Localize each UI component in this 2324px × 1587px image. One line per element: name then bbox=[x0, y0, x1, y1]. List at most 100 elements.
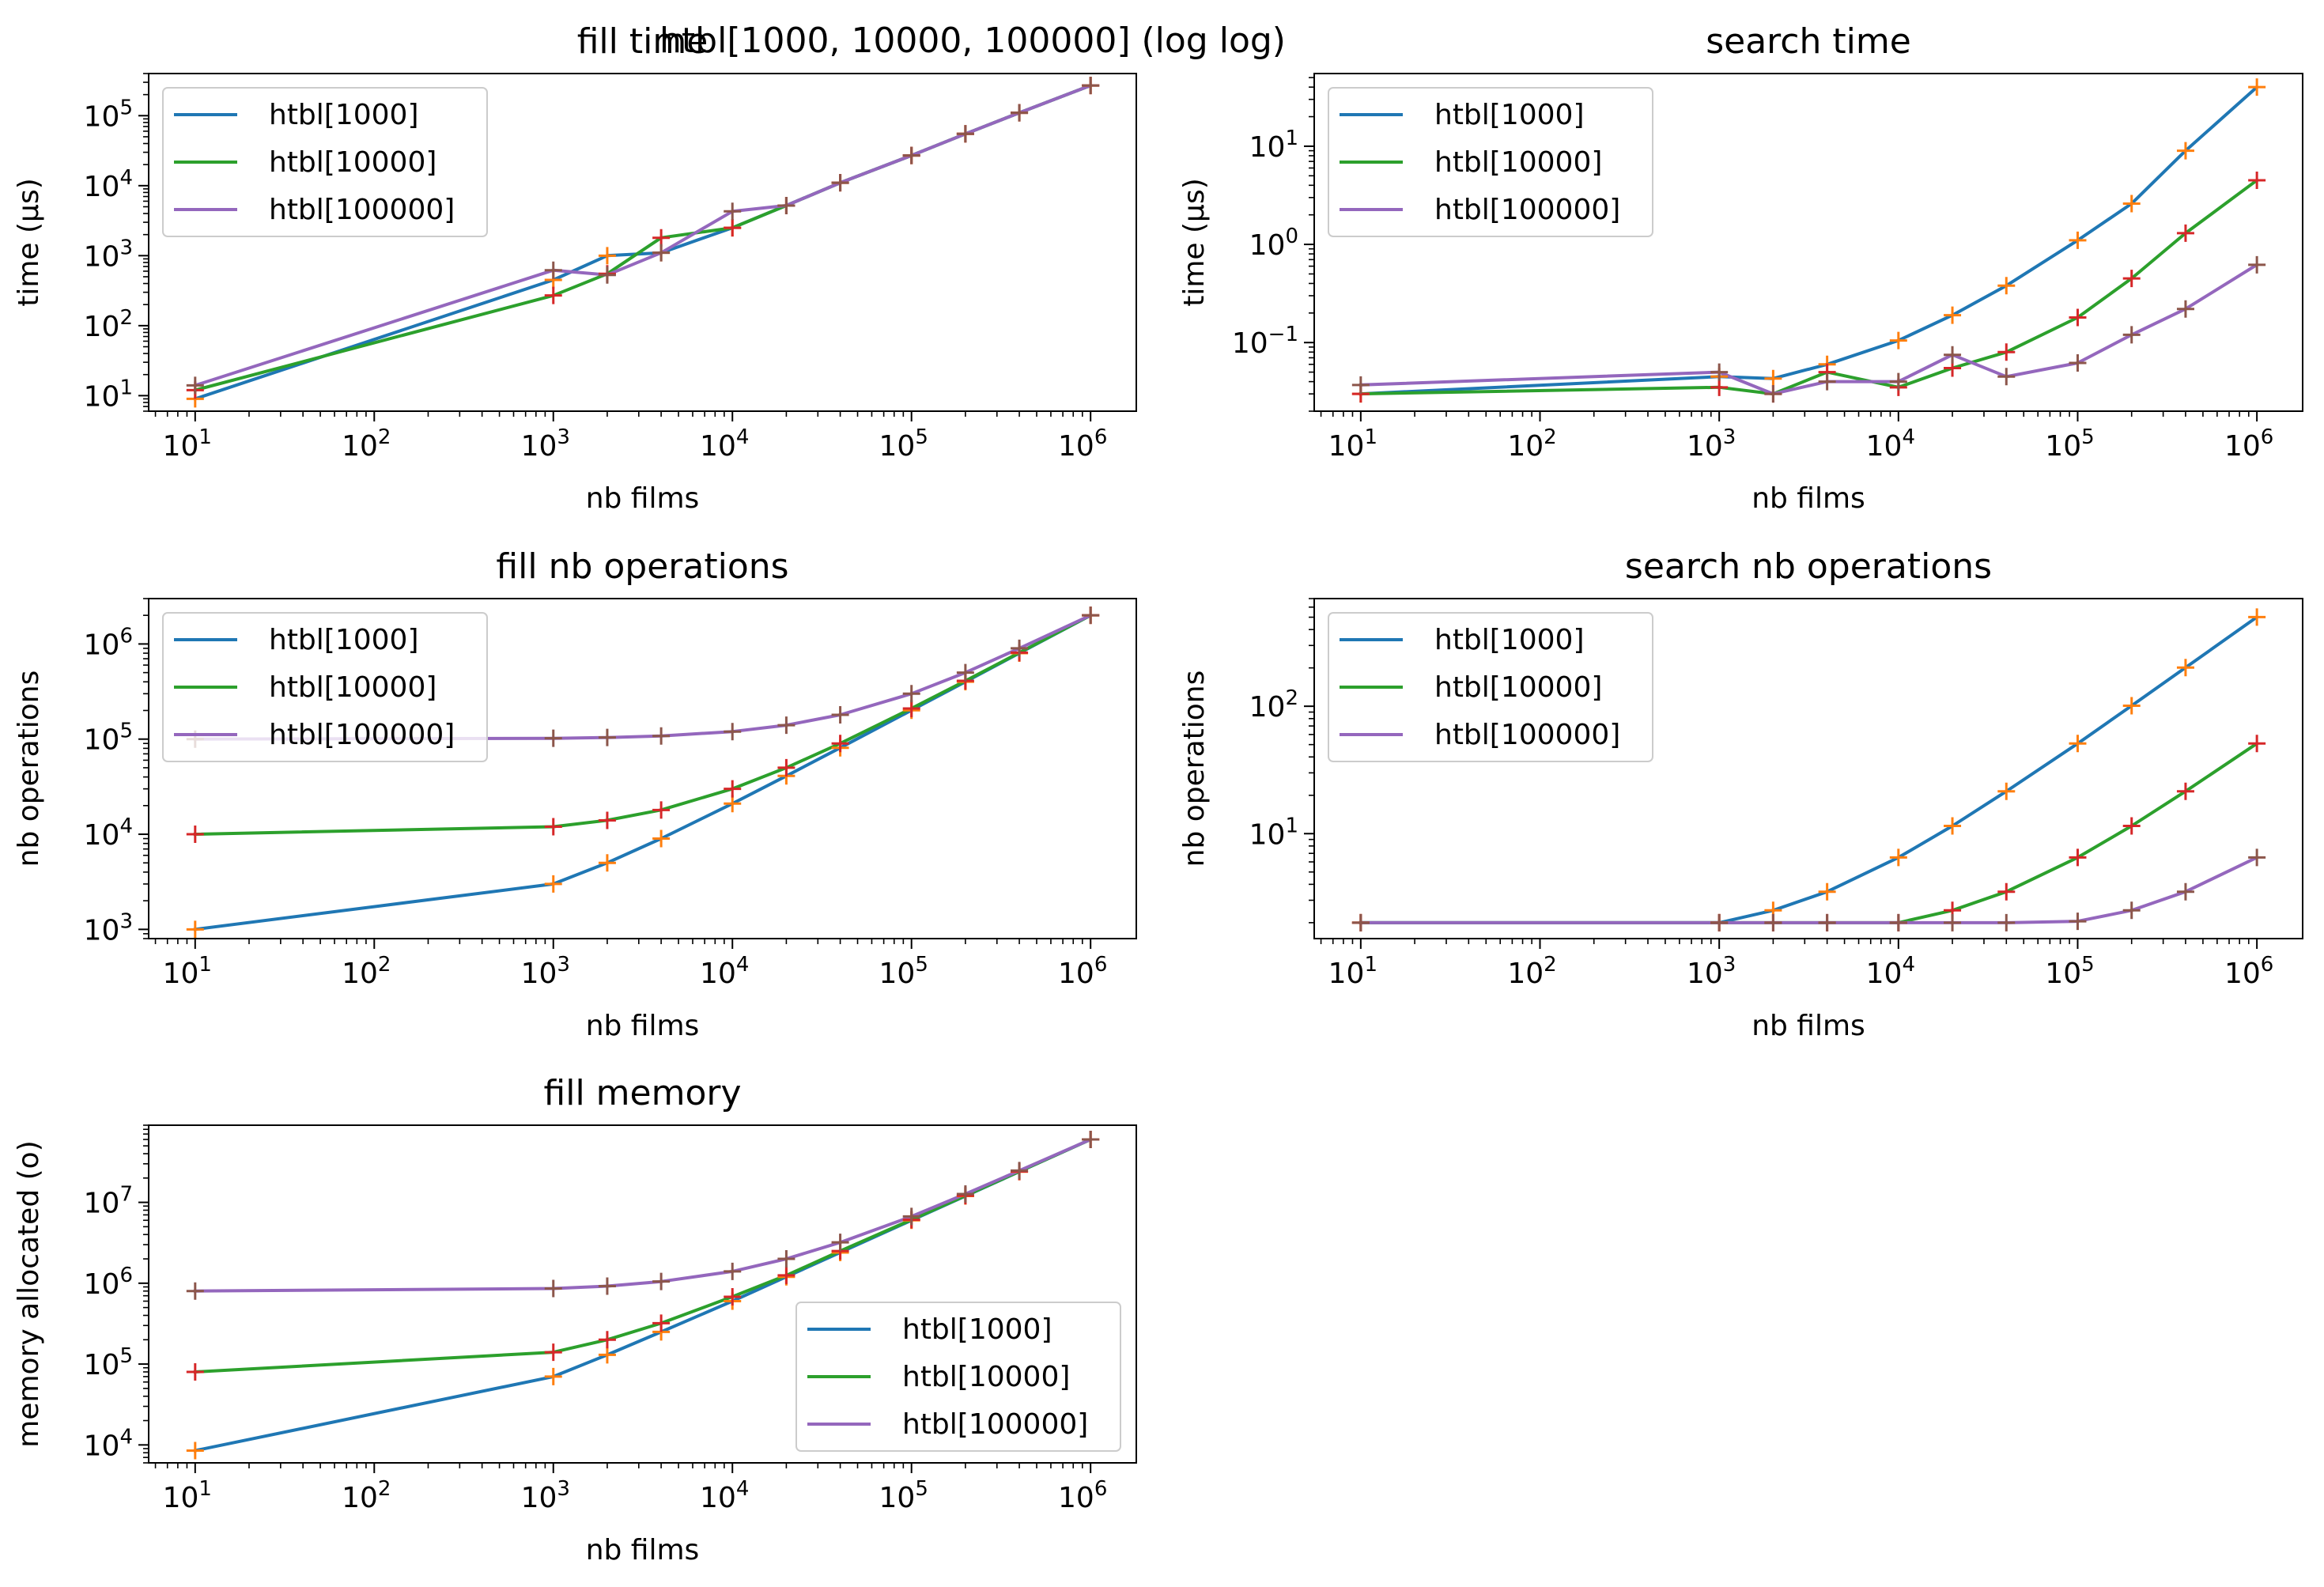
data-point-marker bbox=[1997, 913, 2016, 931]
subplot-3: fill nb operations nb films nb operations 1… bbox=[13, 546, 1137, 1042]
x-tick-label: 106 bbox=[1058, 1477, 1107, 1514]
x-tick-label: 106 bbox=[2224, 425, 2273, 463]
x-tick-label: 102 bbox=[342, 953, 391, 990]
data-point-marker bbox=[598, 1277, 616, 1295]
data-point-marker bbox=[598, 728, 616, 746]
data-point-marker bbox=[598, 1331, 616, 1349]
x-tick-label: 106 bbox=[2224, 953, 2273, 990]
axes-frame bbox=[148, 598, 1137, 939]
y-axis-label: time (µs) bbox=[1178, 178, 1211, 307]
data-point-marker bbox=[2069, 231, 2087, 249]
data-point-marker bbox=[544, 261, 562, 279]
data-point-marker bbox=[1351, 913, 1370, 931]
data-point-marker bbox=[544, 1279, 562, 1298]
x-tick-label: 102 bbox=[1507, 425, 1556, 463]
data-point-marker bbox=[544, 286, 562, 304]
data-point-marker bbox=[1818, 913, 1836, 931]
subplot-title: search time bbox=[1706, 21, 1911, 62]
x-tick-label: 103 bbox=[1687, 425, 1736, 463]
data-point-marker bbox=[956, 663, 974, 682]
x-tick-label: 102 bbox=[1507, 953, 1556, 990]
data-point-marker bbox=[831, 735, 849, 753]
x-tick-label: 103 bbox=[521, 425, 570, 463]
data-point-marker bbox=[777, 1250, 795, 1268]
data-point-marker bbox=[186, 1282, 204, 1300]
data-point-marker bbox=[1997, 343, 2016, 361]
data-point-marker bbox=[902, 146, 920, 164]
legend-label: htbl[10000] bbox=[902, 1361, 1070, 1393]
x-tick-label: 101 bbox=[1328, 953, 1377, 990]
data-point-marker bbox=[724, 202, 742, 221]
data-point-marker bbox=[724, 795, 742, 813]
x-tick-label: 104 bbox=[700, 1477, 749, 1514]
data-point-marker bbox=[956, 1185, 974, 1203]
subplot-title: search nb operations bbox=[1625, 546, 1992, 587]
data-point-marker bbox=[2248, 255, 2266, 274]
data-point-marker bbox=[652, 229, 671, 247]
axes-frame bbox=[1313, 598, 2303, 939]
data-point-marker bbox=[724, 1287, 742, 1305]
y-tick-label: 106 bbox=[84, 1264, 133, 1301]
data-point-marker bbox=[186, 920, 204, 939]
subplot-title: fill memory bbox=[544, 1073, 742, 1113]
data-point-marker bbox=[724, 723, 742, 741]
x-tick-label: 101 bbox=[163, 953, 212, 990]
legend: htbl[1000] htbl[10000] htbl[100000] bbox=[1328, 87, 1653, 237]
x-tick-label: 105 bbox=[2045, 953, 2094, 990]
data-point-marker bbox=[1082, 606, 1100, 625]
data-point-marker bbox=[652, 1314, 671, 1332]
data-point-marker bbox=[902, 1207, 920, 1226]
data-point-marker bbox=[186, 826, 204, 844]
data-point-marker bbox=[1011, 1162, 1029, 1180]
y-tick-label: 103 bbox=[84, 236, 133, 273]
data-point-marker bbox=[1944, 346, 1962, 364]
x-tick-label: 105 bbox=[879, 953, 928, 990]
data-point-marker bbox=[2176, 142, 2194, 160]
data-point-marker bbox=[902, 685, 920, 703]
data-point-marker bbox=[2122, 901, 2141, 920]
x-tick-label: 105 bbox=[879, 1477, 928, 1514]
x-tick-label: 103 bbox=[1687, 953, 1736, 990]
axes-frame bbox=[1313, 73, 2303, 412]
data-point-marker bbox=[2069, 913, 2087, 931]
data-point-marker bbox=[724, 1262, 742, 1280]
data-point-marker bbox=[544, 1367, 562, 1385]
data-point-marker bbox=[1944, 913, 1962, 931]
axes-frame bbox=[148, 1124, 1137, 1464]
data-point-marker bbox=[652, 1272, 671, 1290]
x-tick-label: 105 bbox=[879, 425, 928, 463]
data-point-marker bbox=[1011, 104, 1029, 122]
data-point-marker bbox=[544, 818, 562, 836]
x-tick-label: 104 bbox=[1866, 953, 1915, 990]
legend-box bbox=[162, 87, 488, 237]
y-tick-label: 105 bbox=[84, 720, 133, 757]
subplot-5: fill memory nb films memory allocated (o) 1… bbox=[13, 1073, 1137, 1566]
data-point-marker bbox=[1889, 848, 1907, 867]
data-point-marker bbox=[724, 219, 742, 237]
legend-label: htbl[1000] bbox=[902, 1313, 1052, 1346]
subplot-2: search time nb films time (µs) 101 102 103 104… bbox=[1178, 21, 2303, 515]
data-point-marker bbox=[1710, 363, 1729, 381]
data-point-marker bbox=[2176, 882, 2194, 901]
data-point-marker bbox=[831, 706, 849, 724]
data-point-marker bbox=[652, 829, 671, 848]
x-tick-label: 106 bbox=[1058, 953, 1107, 990]
y-axis-label: time (µs) bbox=[13, 178, 45, 307]
data-point-marker bbox=[1889, 372, 1907, 391]
y-tick-label: 102 bbox=[1249, 686, 1298, 724]
data-point-marker bbox=[2248, 78, 2266, 96]
legend-label: htbl[1000] bbox=[269, 624, 419, 656]
data-point-marker bbox=[2176, 224, 2194, 242]
data-point-marker bbox=[1764, 369, 1782, 387]
data-point-marker bbox=[1082, 1131, 1100, 1149]
data-point-marker bbox=[1944, 306, 1962, 324]
data-point-marker bbox=[956, 125, 974, 143]
x-axis-label: nb films bbox=[586, 1534, 700, 1566]
data-point-marker bbox=[2069, 735, 2087, 753]
data-point-marker bbox=[1351, 376, 1370, 394]
legend-label: htbl[10000] bbox=[1434, 671, 1602, 704]
data-point-marker bbox=[1997, 368, 2016, 386]
data-point-marker bbox=[1764, 385, 1782, 403]
legend: htbl[1000] htbl[10000] htbl[100000] bbox=[162, 612, 488, 762]
